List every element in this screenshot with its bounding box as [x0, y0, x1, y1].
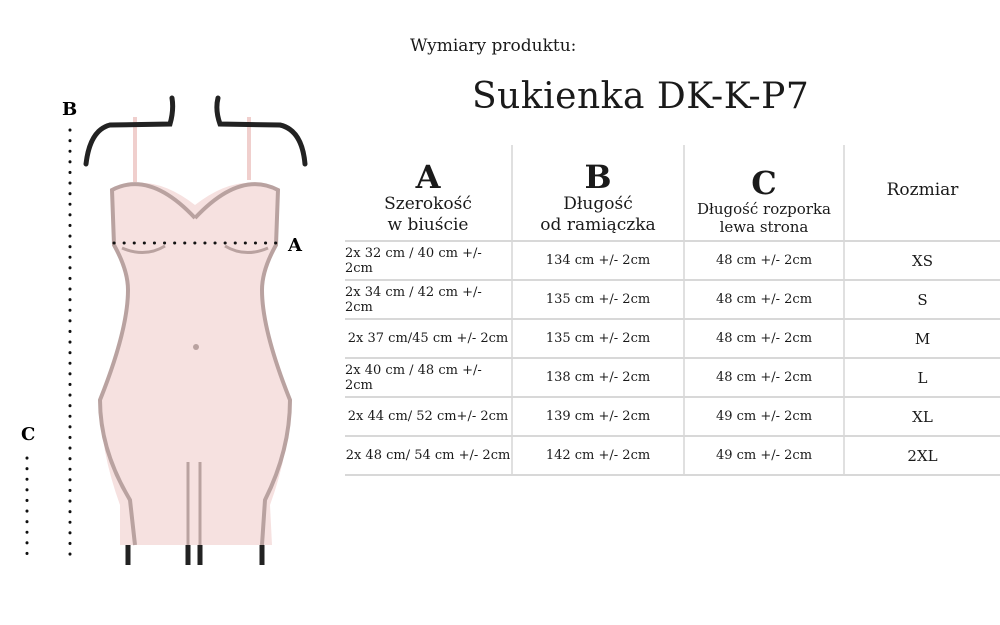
slit-length-cell: 48 cm +/- 2cm — [685, 281, 845, 318]
header-width: A Szerokość w biuście — [345, 145, 513, 240]
product-title: Sukienka DK-K-P7 — [472, 76, 810, 117]
size-cell: S — [917, 290, 928, 309]
bust-width-cell: 2x 37 cm/45 cm +/- 2cm — [345, 320, 513, 357]
length-cell: 142 cm +/- 2cm — [513, 437, 685, 474]
table-row: 2x 34 cm / 42 cm +/- 2cm 135 cm +/- 2cm 48… — [345, 281, 1000, 320]
length-cell: 135 cm +/- 2cm — [513, 320, 685, 357]
label-b: B — [62, 99, 77, 120]
length-cell: 138 cm +/- 2cm — [513, 359, 685, 396]
header-size: Rozmiar — [886, 180, 959, 200]
legs — [125, 545, 265, 565]
slit-length-cell: 48 cm +/- 2cm — [685, 320, 845, 357]
size-cell: M — [914, 329, 931, 348]
table-row: 2x 40 cm / 48 cm +/- 2cm 138 cm +/- 2cm 48… — [345, 359, 1000, 398]
size-cell: XS — [912, 251, 933, 270]
label-c: C — [21, 424, 35, 445]
dress-diagram: B C A — [21, 95, 308, 565]
size-cell: 2XL — [907, 446, 938, 465]
table-row: 2x 32 cm / 40 cm +/- 2cm 134 cm +/- 2cm 48… — [345, 242, 1000, 281]
table-header: A Szerokość w biuście B Długość od ramią… — [345, 145, 1000, 242]
table-row: 2x 48 cm/ 54 cm +/- 2cm 142 cm +/- 2cm 49 … — [345, 437, 1000, 476]
slit-length-cell: 49 cm +/- 2cm — [685, 437, 845, 474]
length-cell: 134 cm +/- 2cm — [513, 242, 685, 279]
bust-width-cell: 2x 48 cm/ 54 cm +/- 2cm — [345, 437, 513, 474]
bust-width-cell: 2x 34 cm / 42 cm +/- 2cm — [345, 281, 513, 318]
header-length: B Długość od ramiączka — [513, 145, 685, 240]
right-shoulder — [214, 95, 308, 167]
slit-length-cell: 48 cm +/- 2cm — [685, 359, 845, 396]
header-slit: C Długość rozporka lewa strona — [685, 145, 845, 240]
dress-body — [100, 182, 290, 545]
bust-width-cell: 2x 44 cm/ 52 cm+/- 2cm — [345, 398, 513, 435]
subtitle: Wymiary produktu: — [410, 36, 577, 56]
length-cell: 135 cm +/- 2cm — [513, 281, 685, 318]
slit-length-cell: 49 cm +/- 2cm — [685, 398, 845, 435]
bust-width-cell: 2x 32 cm / 40 cm +/- 2cm — [345, 242, 513, 279]
table-row: 2x 37 cm/45 cm +/- 2cm 135 cm +/- 2cm 48 c… — [345, 320, 1000, 359]
left-shoulder — [83, 95, 176, 167]
bust-width-cell: 2x 40 cm / 48 cm +/- 2cm — [345, 359, 513, 396]
size-cell: L — [917, 368, 928, 387]
slit-length-cell: 48 cm +/- 2cm — [685, 242, 845, 279]
size-cell: XL — [912, 407, 933, 426]
dress-outline — [97, 182, 293, 546]
table-row: 2x 44 cm/ 52 cm+/- 2cm 139 cm +/- 2cm 49 c… — [345, 398, 1000, 437]
length-cell: 139 cm +/- 2cm — [513, 398, 685, 435]
bust-curves — [121, 244, 269, 254]
label-a: A — [287, 235, 303, 256]
size-table: A Szerokość w biuście B Długość od ramią… — [345, 145, 1000, 476]
navel — [193, 344, 199, 350]
